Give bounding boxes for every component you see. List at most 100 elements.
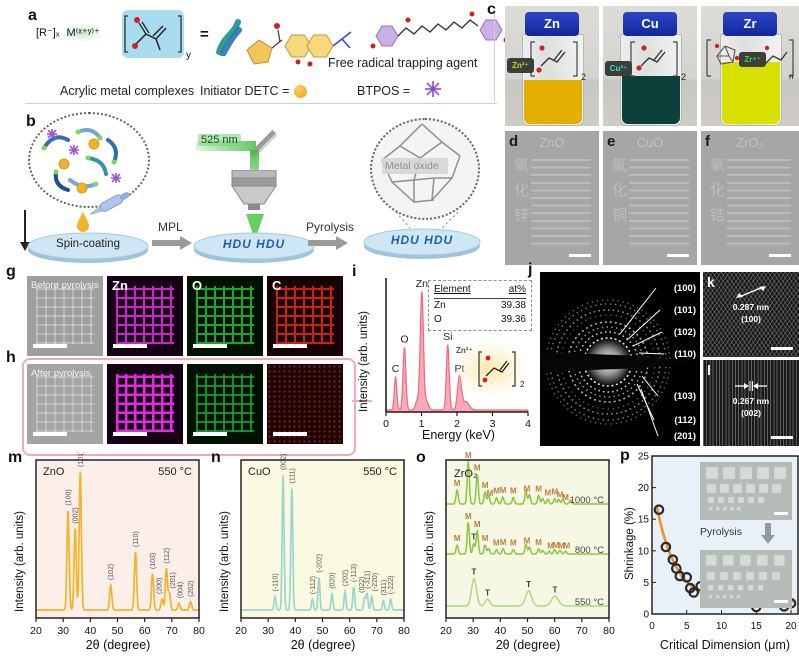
grid-pattern — [116, 286, 174, 344]
svg-text:ZnO: ZnO — [43, 466, 65, 478]
panel-a: [R⁻]ₓ M⁽ˣ⁺ʸ⁾⁺ y = — [0, 0, 520, 114]
droplet-icon — [77, 212, 89, 232]
monomer-box — [122, 10, 184, 58]
vial-cu-cap: Cu — [623, 12, 677, 36]
p-inset-before-sem — [700, 462, 792, 520]
after-pyrolysis-caption: After pyrolysis — [31, 368, 91, 379]
svg-text:0: 0 — [649, 621, 655, 632]
svg-text:25: 25 — [638, 452, 649, 463]
svg-text:15: 15 — [751, 621, 763, 632]
svg-text:T: T — [472, 568, 477, 577]
ion-structure-sub: 2 — [520, 380, 525, 389]
metal-highlight: M⁽ˣ⁺ʸ⁾⁺ — [62, 24, 104, 42]
scale-bar — [273, 344, 307, 348]
panel-h-label: h — [6, 349, 16, 366]
p-inset-after-sem — [700, 550, 792, 608]
svg-text:(111): (111) — [289, 468, 296, 483]
xrd-chart-zno: (100)(002)(101)(102)(110)(103)(200)(112)… — [30, 452, 205, 636]
panel-e-label: e — [607, 133, 616, 150]
svg-text:(-113): (-113) — [351, 564, 358, 582]
panel-k-label: k — [707, 274, 715, 290]
down-arrow-icon — [20, 210, 30, 251]
scale-bar — [771, 347, 793, 350]
grid-pattern — [276, 286, 334, 344]
p-inset-pyrolysis-label: Pyrolysis — [700, 526, 743, 538]
svg-text:M: M — [535, 538, 542, 547]
detc-dot-icon — [294, 85, 307, 98]
grid-pattern — [196, 286, 254, 344]
panel-e: e CuO 氧化铜 — [603, 131, 697, 265]
svg-text:(100): (100) — [66, 489, 73, 505]
panel-e-title: CuO — [636, 135, 664, 150]
svg-text:M: M — [454, 534, 461, 543]
svg-text:(-110): (-110) — [272, 573, 279, 591]
svg-text:Zn: Zn — [416, 278, 428, 290]
svg-text:M: M — [535, 485, 542, 494]
divider-a-b — [25, 103, 497, 104]
svg-text:T: T — [526, 580, 531, 589]
panel-o-label: o — [416, 449, 426, 466]
svg-text:40: 40 — [494, 625, 506, 636]
svg-text:10: 10 — [638, 546, 649, 557]
ion-structure — [478, 351, 516, 387]
svg-text:4: 4 — [525, 418, 531, 430]
svg-text:M: M — [558, 541, 565, 550]
panel-d-label: d — [509, 133, 519, 150]
svg-text:50: 50 — [112, 625, 124, 636]
svg-text:M: M — [557, 491, 564, 500]
svg-text:550 °C: 550 °C — [158, 466, 192, 478]
edx-table-row: O 39.36 — [434, 314, 526, 325]
spacing-arrows-icon — [735, 381, 767, 391]
edx-x-axis-label: Energy (keV) — [422, 428, 495, 442]
svg-text:20: 20 — [440, 625, 452, 636]
svg-text:M: M — [564, 542, 571, 551]
svg-text:60: 60 — [139, 625, 151, 636]
substrate-mpl: HDU HDU — [192, 228, 316, 264]
scale-bar — [193, 344, 227, 348]
panel-n-label: n — [211, 449, 221, 466]
svg-text:(-112): (-112) — [310, 576, 317, 594]
svg-text:80: 80 — [398, 625, 410, 636]
svg-text:M: M — [547, 542, 554, 551]
caption-acrylic-complexes: Acrylic metal complexes — [60, 84, 195, 98]
panel-e-cjk: 氧化铜 — [610, 157, 627, 232]
methacrylate-structure — [124, 15, 182, 53]
detc-structure — [246, 23, 352, 67]
svg-text:M: M — [545, 488, 552, 497]
svg-text:(112): (112) — [674, 415, 696, 426]
svg-text:CuO: CuO — [248, 466, 271, 478]
panel-f-cjk: 氧化锆 — [708, 157, 725, 232]
svg-text:30: 30 — [57, 625, 69, 636]
wavelength-label: 525 nm — [198, 134, 241, 146]
resin-mixture-bubble — [28, 112, 150, 208]
svg-text:M: M — [551, 488, 558, 497]
divider-a-c — [494, 8, 495, 102]
svg-text:M: M — [487, 489, 494, 498]
p-x-axis-label: Critical Dimension (μm) — [659, 638, 791, 652]
svg-text:(-202): (-202) — [316, 554, 323, 573]
mpl-label: MPL — [158, 220, 183, 234]
vial-zn-sub: 2 — [581, 72, 587, 82]
caption-btpos: BTPOS = — [357, 84, 411, 98]
svg-text:(201): (201) — [170, 572, 177, 588]
svg-text:(202): (202) — [188, 580, 195, 596]
svg-text:(020): (020) — [330, 572, 337, 588]
objective-lens-icon — [231, 170, 277, 210]
svg-text:C: C — [392, 363, 400, 375]
g-zn-map: Zn — [107, 276, 183, 356]
h-to-i-connector — [352, 400, 372, 402]
laser-beam-horizontal — [196, 141, 256, 151]
pyrolysis-label: Pyrolysis — [306, 220, 355, 234]
svg-text:T: T — [552, 585, 557, 594]
pipette-icon — [90, 192, 130, 215]
polymer-ribbon-icon — [216, 19, 242, 56]
scale-bar — [113, 432, 147, 436]
svg-text:50: 50 — [317, 625, 329, 636]
svg-text:550 °C: 550 °C — [575, 597, 604, 608]
svg-text:20: 20 — [638, 483, 649, 494]
svg-text:70: 70 — [371, 625, 383, 636]
equals-sign: = — [200, 26, 209, 43]
svg-text:(102): (102) — [108, 564, 115, 580]
grid-pattern — [116, 374, 174, 432]
svg-text:M: M — [482, 534, 489, 543]
